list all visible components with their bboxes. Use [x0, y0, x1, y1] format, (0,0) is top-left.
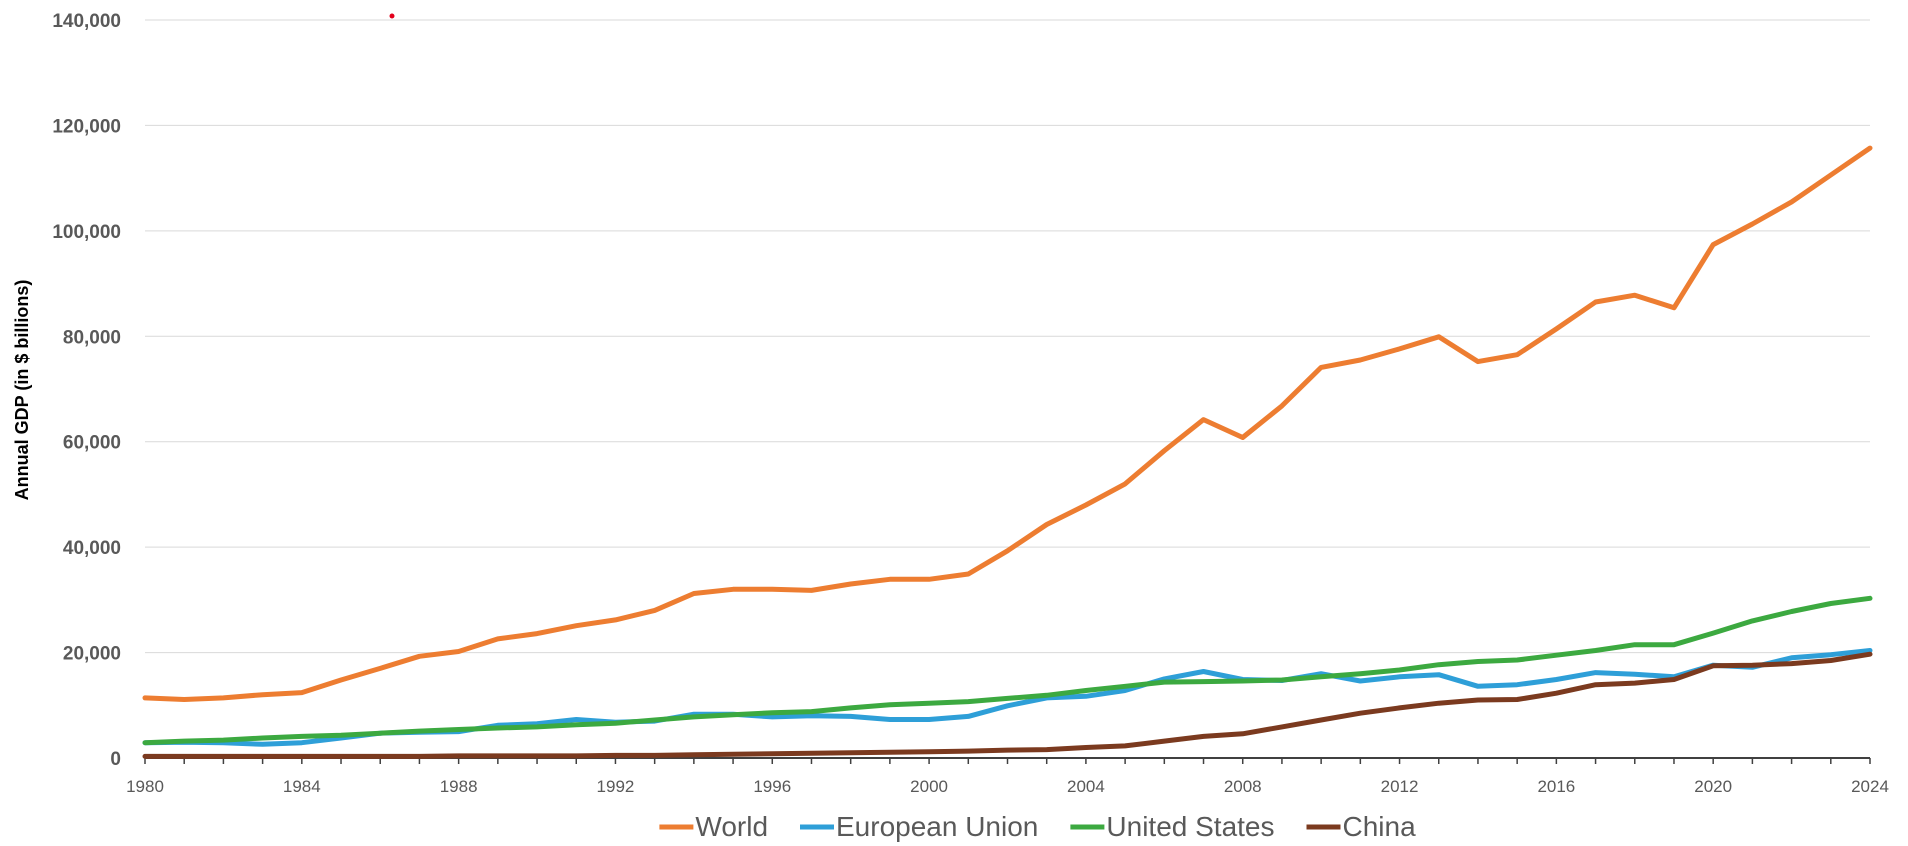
legend-item: United States: [1070, 811, 1275, 842]
legend-label: European Union: [836, 811, 1038, 842]
legend-item: China: [1306, 811, 1417, 842]
x-tick-label: 1980: [126, 777, 164, 796]
red-marker-dot: [389, 13, 395, 19]
y-tick-label: 0: [110, 749, 121, 770]
x-tick-label: 1992: [597, 777, 635, 796]
y-tick-label: 120,000: [52, 116, 121, 137]
legend-item: World: [659, 811, 768, 842]
x-tick-label: 2000: [910, 777, 948, 796]
legend-label: China: [1343, 811, 1417, 842]
x-tick-label: 1988: [440, 777, 478, 796]
x-tick-label: 1996: [753, 777, 791, 796]
x-axis: 1980 1984 1988 1992 1996 2000 2004 2008 2012 2016…: [126, 757, 1889, 796]
x-tick-label: 1984: [283, 777, 321, 796]
series-line-china: [142, 651, 1873, 759]
y-tick-label: 100,000: [52, 222, 121, 243]
y-tick-label: 80,000: [63, 327, 121, 348]
y-axis-title: Annual GDP (in $ billions): [12, 280, 32, 501]
x-tick-label: 2004: [1067, 777, 1105, 796]
y-axis-tick-labels: 0 20,000 40,000 60,000 80,000 100,000 120,000 1…: [52, 11, 121, 770]
x-tick-label: 2020: [1694, 777, 1732, 796]
series-line-united-states: [142, 595, 1873, 746]
y-tick-label: 140,000: [52, 11, 121, 32]
legend-item: European Union: [800, 811, 1038, 842]
legend: World European Union United States China: [659, 811, 1416, 842]
legend-label: United States: [1106, 811, 1274, 842]
series-line-world: [142, 145, 1873, 702]
y-tick-label: 40,000: [63, 538, 121, 559]
gridlines: [145, 19, 1870, 654]
legend-label: World: [695, 811, 768, 842]
x-tick-label: 2024: [1851, 777, 1889, 796]
x-tick-label: 2008: [1224, 777, 1262, 796]
x-tick-label: 2012: [1381, 777, 1419, 796]
y-tick-label: 20,000: [63, 644, 121, 665]
series-lines: [142, 145, 1873, 759]
y-tick-label: 60,000: [63, 433, 121, 454]
x-tick-label: 2016: [1537, 777, 1575, 796]
